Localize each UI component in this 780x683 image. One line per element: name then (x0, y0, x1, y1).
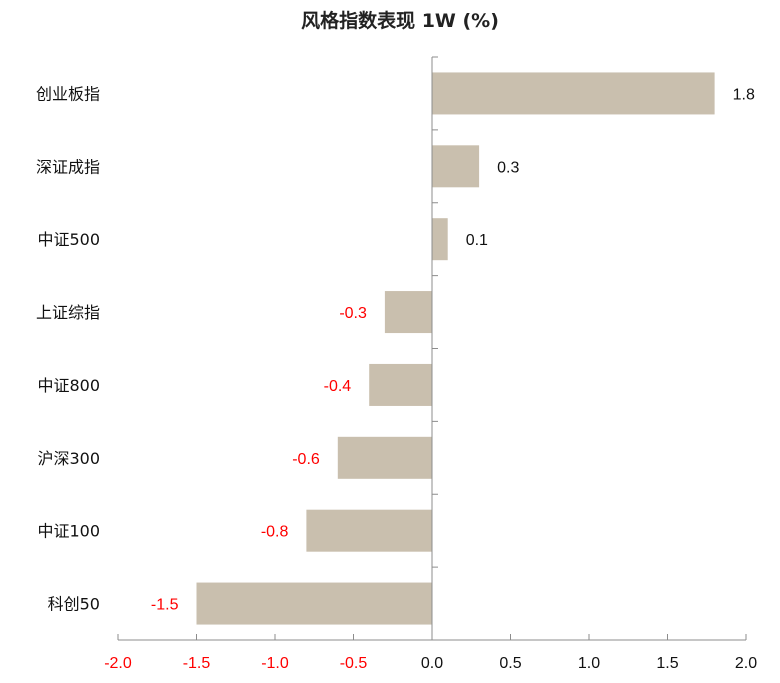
x-tick-label: 0.0 (421, 655, 443, 672)
x-tick-label: 0.5 (499, 655, 521, 672)
bars-group (196, 72, 715, 625)
x-tick-label: -2.0 (104, 655, 132, 672)
category-label: 上证综指 (36, 303, 100, 322)
data-label: -0.8 (261, 524, 289, 541)
bar-1 (432, 72, 715, 115)
data-label: 1.8 (733, 86, 755, 103)
x-tick-label: -1.0 (261, 655, 289, 672)
bar-8 (196, 582, 432, 625)
category-label: 科创50 (48, 595, 100, 614)
data-label: -0.3 (339, 305, 367, 322)
x-tick-label: 2.0 (735, 655, 757, 672)
data-label: 0.1 (466, 232, 488, 249)
bar-6 (337, 436, 432, 479)
value-labels: 1.8 0.3 0.1 -0.3 -0.4 -0.6 -0.8 -1.5 (151, 86, 755, 613)
x-tick-label: -1.5 (183, 655, 211, 672)
category-label: 深证成指 (36, 157, 100, 176)
data-label: 0.3 (497, 159, 519, 176)
category-label: 中证800 (37, 376, 100, 395)
bar-4 (384, 291, 432, 334)
bar-2 (432, 145, 480, 188)
bar-5 (369, 363, 432, 406)
x-tick-label: 1.5 (656, 655, 678, 672)
category-label: 创业板指 (36, 84, 100, 103)
x-tick-label: 1.0 (578, 655, 600, 672)
x-tick-label: -0.5 (340, 655, 368, 672)
category-label: 中证500 (37, 230, 100, 249)
category-label: 中证100 (37, 522, 100, 541)
data-label: -0.4 (324, 378, 352, 395)
category-label: 沪深300 (37, 449, 100, 468)
axes (117, 56, 747, 641)
bar-3 (432, 218, 448, 261)
data-label: -0.6 (292, 451, 320, 468)
x-tick-labels: -2.0 -1.5 -1.0 -0.5 0.0 0.5 1.0 1.5 2.0 (104, 655, 757, 672)
data-label: -1.5 (151, 597, 179, 614)
bar-7 (306, 509, 432, 552)
chart-title: 风格指数表现 1W (%) (301, 9, 499, 32)
